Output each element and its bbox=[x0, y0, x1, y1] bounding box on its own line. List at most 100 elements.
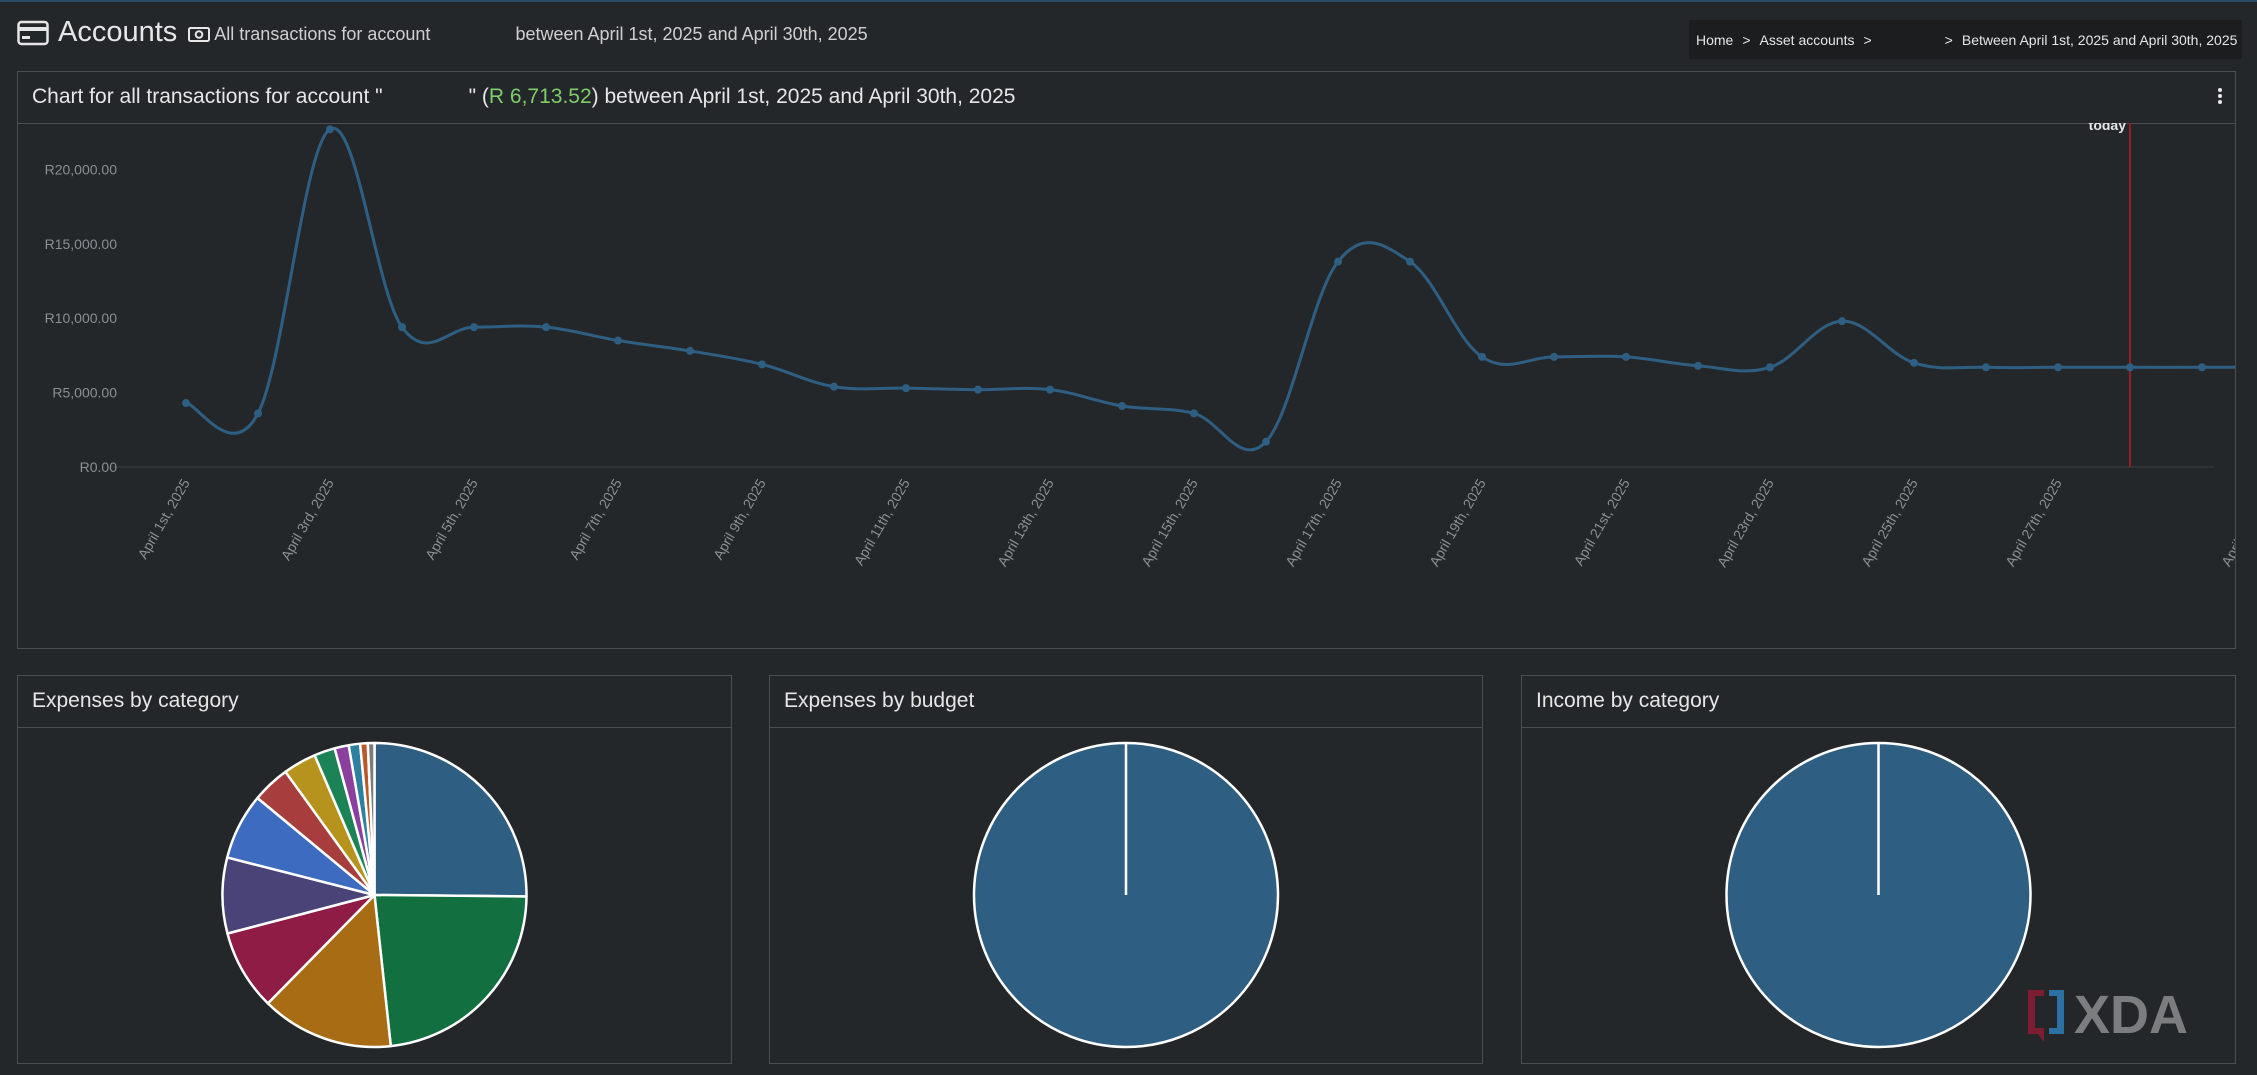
balance-amount: R 6,713.52 bbox=[488, 85, 592, 108]
credit-card-icon bbox=[17, 20, 49, 45]
balance-data-point bbox=[326, 125, 334, 134]
y-tick-label: R15,000.00 bbox=[45, 236, 118, 252]
x-tick-label: April 11th, 2025 bbox=[851, 476, 913, 568]
expenses-by-budget-pie bbox=[972, 741, 1280, 1049]
x-tick-label-group: April 25th, 2025 bbox=[1858, 476, 1921, 569]
x-tick-label-group: April 23rd, 2025 bbox=[1714, 476, 1777, 570]
balance-series-line bbox=[185, 126, 2235, 452]
expenses-by-category-title: Expenses by category bbox=[32, 689, 239, 712]
expenses-by-budget-panel: Expenses by budget bbox=[769, 675, 1483, 1064]
x-tick-label-group: April 27th, 2025 bbox=[2002, 476, 2065, 569]
subtitle-suffix: between April 1st, 2025 and April 30th, … bbox=[515, 24, 868, 44]
title-prefix: Chart for all transactions for account " bbox=[32, 85, 383, 108]
title-suffix: ) between April 1st, 2025 and April 30th… bbox=[591, 85, 1016, 108]
income-by-category-title: Income by category bbox=[1536, 689, 1720, 712]
expenses-by-category-pie bbox=[221, 741, 528, 1049]
income-by-category-pie bbox=[1725, 741, 2032, 1049]
balance-chart-panel: Chart for all transactions for account "… bbox=[17, 71, 2236, 649]
x-tick-label-group: April 11th, 2025 bbox=[851, 476, 913, 568]
balance-data-point bbox=[2126, 363, 2134, 372]
xda-watermark: XDA bbox=[2028, 985, 2188, 1045]
x-tick-label: April 13th, 2025 bbox=[994, 476, 1057, 569]
x-tick-label: April 17th, 2025 bbox=[1282, 476, 1345, 569]
breadcrumb-asset-accounts[interactable]: Asset accounts bbox=[1759, 31, 1855, 48]
y-tick-label: R20,000.00 bbox=[45, 161, 118, 177]
x-tick-label-group: April 7th, 2025 bbox=[566, 476, 625, 562]
balance-data-point bbox=[542, 323, 550, 332]
expenses-by-category-panel: Expenses by category bbox=[17, 675, 732, 1064]
x-tick-label-group: April 15th, 2025 bbox=[1138, 476, 1201, 569]
x-tick-label-group: April 13th, 2025 bbox=[994, 476, 1057, 569]
x-tick-label: April 21st, 2025 bbox=[1570, 476, 1633, 568]
page-header: Accounts All transactions for account be… bbox=[0, 2, 2257, 68]
subtitle-prefix: All transactions for account bbox=[214, 24, 431, 44]
balance-data-point bbox=[2198, 363, 2206, 372]
breadcrumb-separator: > bbox=[1944, 31, 1953, 48]
balance-data-point bbox=[758, 360, 766, 369]
balance-data-point bbox=[2054, 363, 2062, 372]
top-accent-line bbox=[0, 0, 2257, 2]
balance-data-point bbox=[470, 323, 478, 332]
balance-data-point bbox=[254, 409, 262, 418]
balance-data-point bbox=[1694, 361, 1702, 370]
balance-data-point bbox=[1262, 437, 1270, 446]
y-tick-label: R5,000.00 bbox=[52, 385, 117, 401]
income-by-category-header: Income by category bbox=[1522, 676, 2235, 728]
x-tick-label-group: April 19th, 2025 bbox=[1426, 476, 1489, 569]
x-tick-label: April 15th, 2025 bbox=[1138, 476, 1201, 569]
balance-data-point bbox=[1334, 257, 1342, 266]
balance-data-point bbox=[1550, 352, 1558, 361]
balance-chart-title: Chart for all transactions for account "… bbox=[32, 85, 1015, 109]
x-tick-label: April 3rd, 2025 bbox=[278, 476, 337, 563]
x-tick-label: April 25th, 2025 bbox=[1858, 476, 1921, 569]
x-tick-label: April 27th, 2025 bbox=[2002, 476, 2065, 569]
balance-data-point bbox=[1982, 363, 1990, 372]
expenses-category-slice bbox=[373, 741, 528, 898]
balance-data-point bbox=[1622, 352, 1630, 361]
expenses-by-budget-title: Expenses by budget bbox=[784, 689, 975, 712]
balance-data-point bbox=[1046, 385, 1054, 394]
today-label: today bbox=[2089, 123, 2127, 133]
balance-data-point bbox=[686, 346, 694, 355]
balance-data-point bbox=[1910, 358, 1918, 367]
x-tick-label: April 7th, 2025 bbox=[566, 476, 625, 562]
balance-chart-header: Chart for all transactions for account "… bbox=[18, 72, 2235, 124]
breadcrumb-current: Between April 1st, 2025 and April 30th, … bbox=[1961, 31, 2238, 48]
x-tick-label: April 1st, 2025 bbox=[134, 476, 193, 562]
xda-watermark-text: XDA bbox=[2074, 985, 2188, 1045]
x-tick-label-group: April 21st, 2025 bbox=[1570, 476, 1633, 568]
balance-data-point bbox=[1838, 317, 1846, 326]
x-tick-label: April 19th, 2025 bbox=[1426, 476, 1489, 569]
x-tick-label-group: April 30th, 2025 bbox=[2218, 476, 2235, 569]
y-tick-label: R10,000.00 bbox=[45, 310, 118, 326]
balance-data-point bbox=[1118, 401, 1126, 410]
page-title: Accounts bbox=[58, 16, 178, 48]
x-tick-label: April 23rd, 2025 bbox=[1714, 476, 1777, 570]
balance-data-point bbox=[974, 385, 982, 394]
x-tick-label-group: April 5th, 2025 bbox=[422, 476, 481, 562]
breadcrumb-separator: > bbox=[1863, 31, 1872, 48]
x-tick-label-group: April 1st, 2025 bbox=[134, 476, 193, 562]
breadcrumb-separator: > bbox=[1742, 31, 1751, 48]
balance-data-point bbox=[1190, 409, 1198, 418]
x-tick-label: April 9th, 2025 bbox=[710, 476, 769, 562]
page-subtitle: All transactions for account between Apr… bbox=[214, 24, 867, 45]
breadcrumb: Home > Asset accounts > > Between April … bbox=[1689, 20, 2242, 59]
balance-data-point bbox=[1478, 352, 1486, 361]
x-tick-label-group: April 3rd, 2025 bbox=[278, 476, 337, 563]
title-quote: " ( bbox=[468, 85, 489, 108]
income-by-category-panel: Income by category bbox=[1521, 675, 2236, 1064]
balance-data-point bbox=[398, 323, 406, 332]
balance-data-point bbox=[830, 382, 838, 391]
x-tick-label-group: April 17th, 2025 bbox=[1282, 476, 1345, 569]
breadcrumb-home[interactable]: Home bbox=[1696, 31, 1734, 48]
more-options-icon[interactable] bbox=[2217, 88, 2223, 106]
expenses-by-budget-header: Expenses by budget bbox=[770, 676, 1482, 728]
x-tick-label-group: April 9th, 2025 bbox=[710, 476, 769, 562]
expenses-by-category-header: Expenses by category bbox=[18, 676, 731, 728]
x-tick-label: April 30th, 2025 bbox=[2218, 476, 2235, 569]
expenses-category-slice bbox=[266, 893, 393, 1049]
balance-data-point bbox=[902, 384, 910, 393]
balance-data-point bbox=[1766, 363, 1774, 372]
balance-data-point bbox=[1406, 257, 1414, 266]
